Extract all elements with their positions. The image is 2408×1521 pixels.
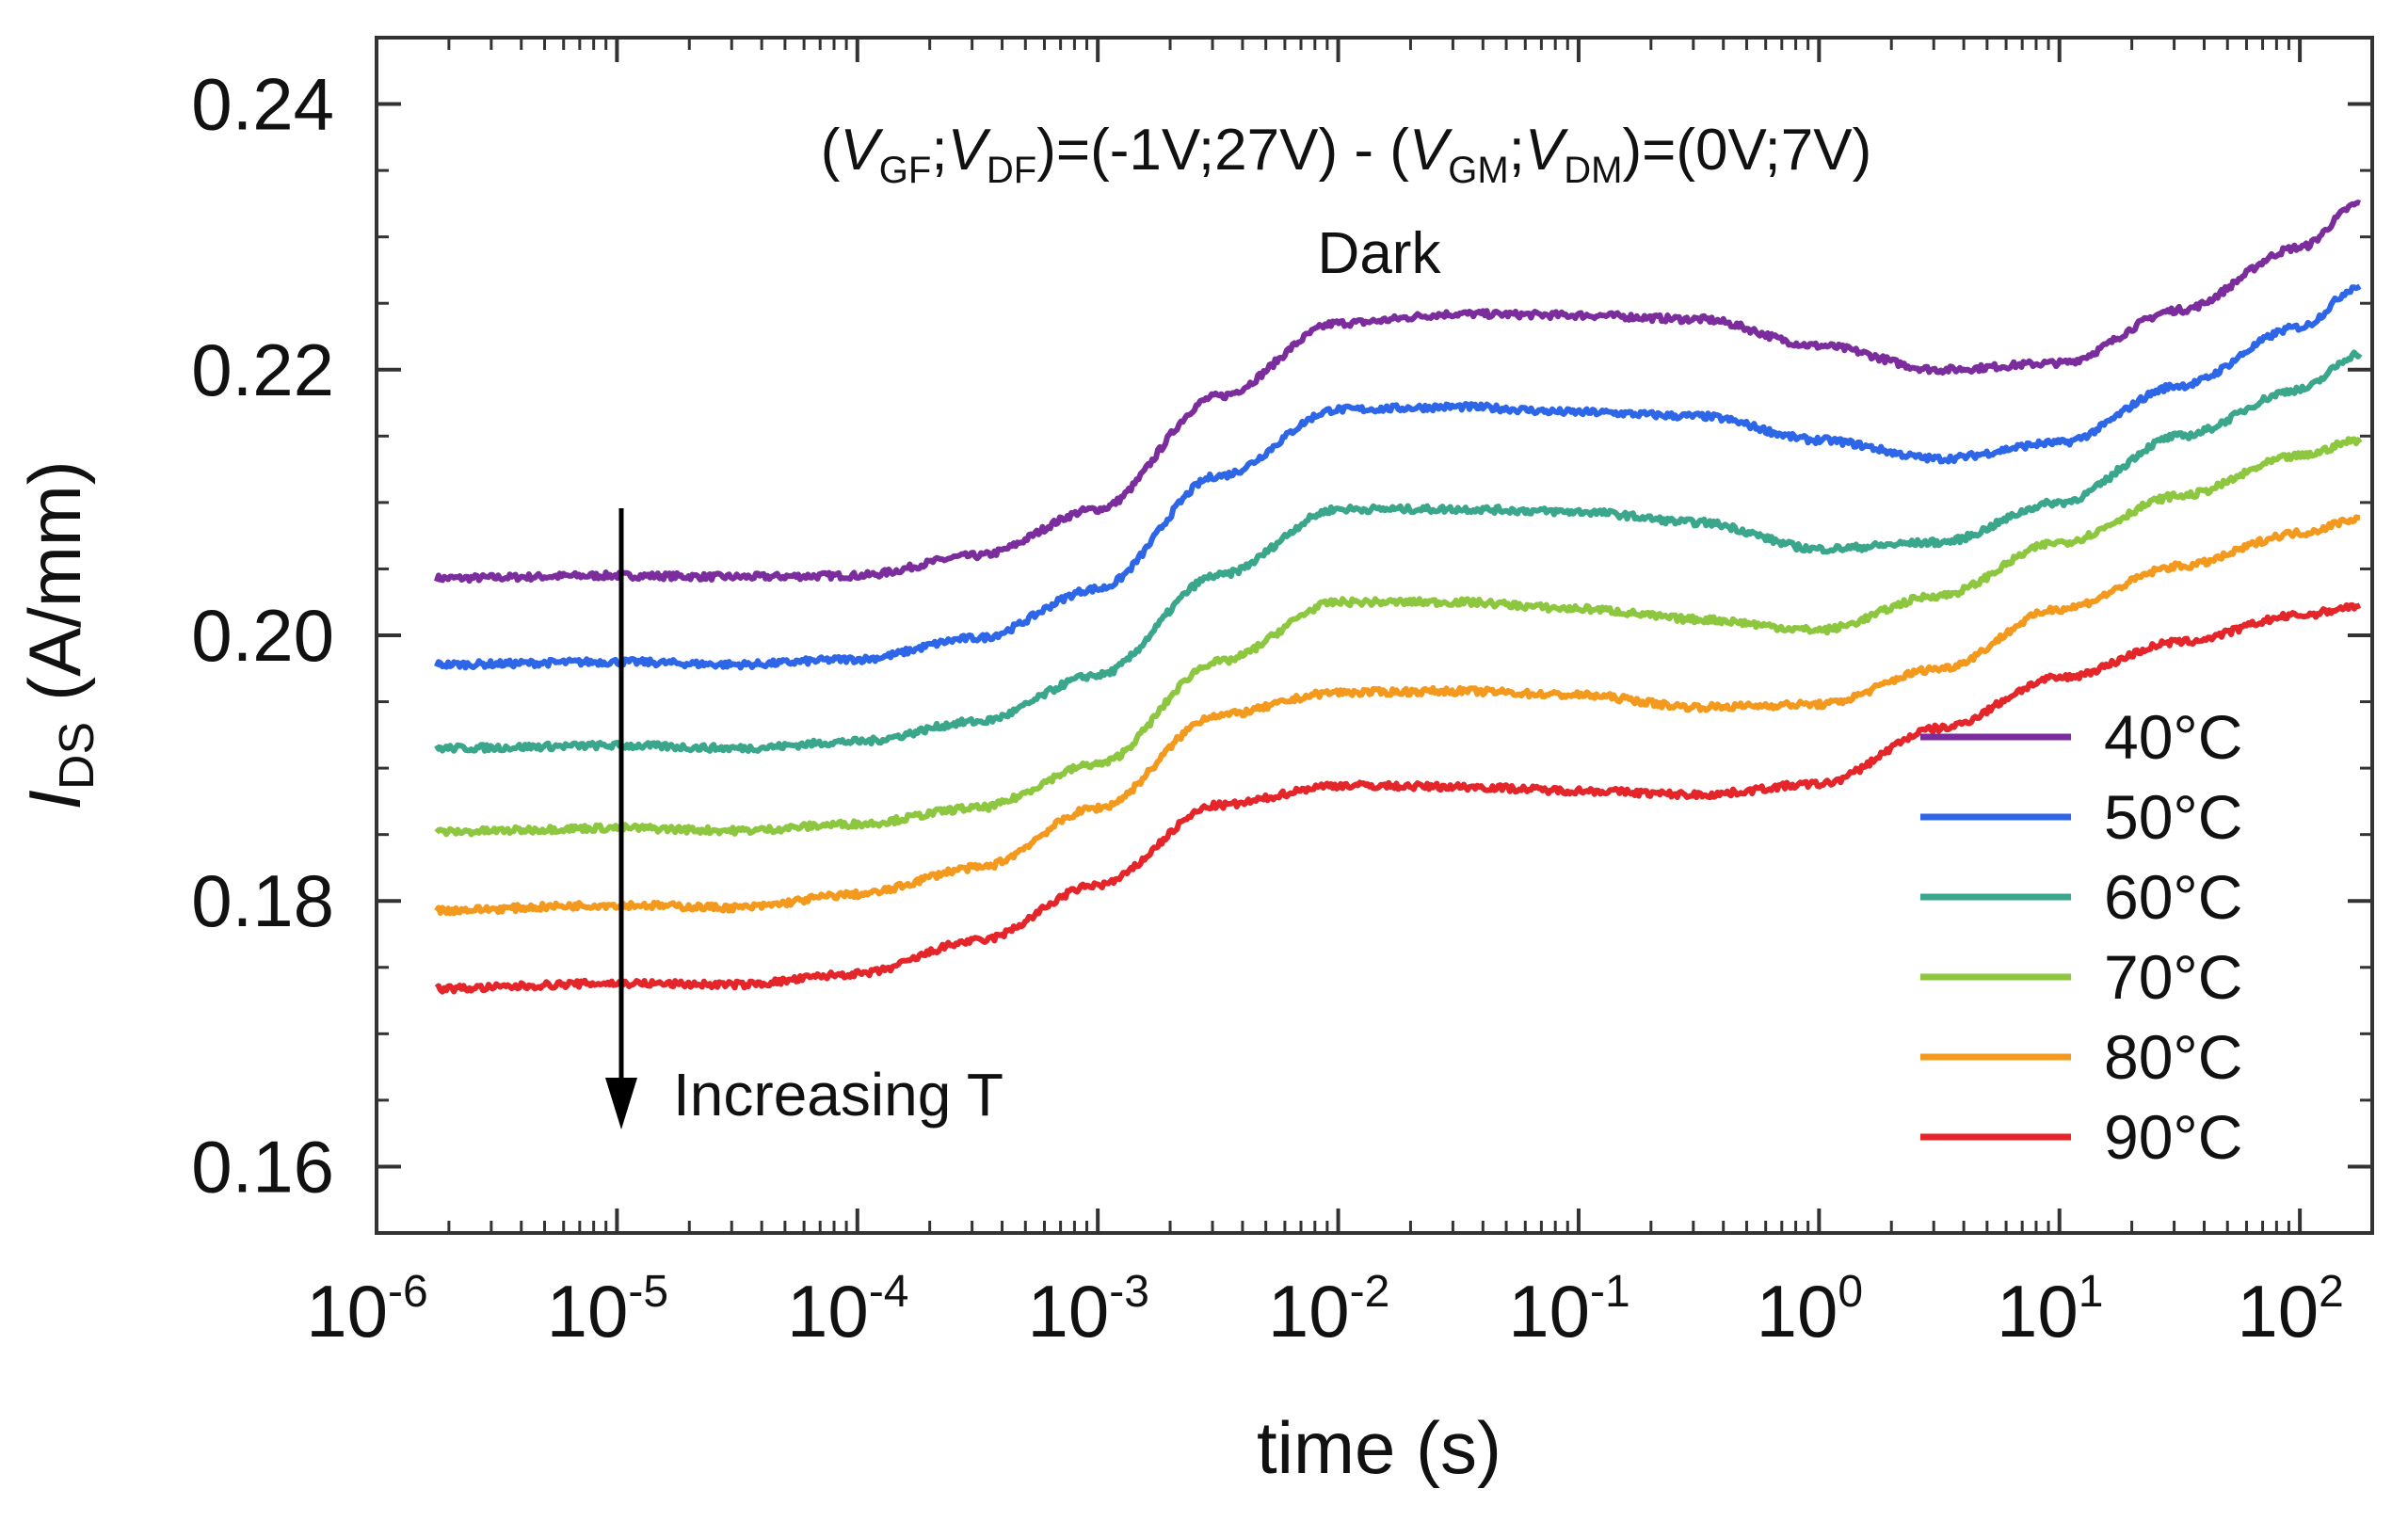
title-sub-df: DF xyxy=(987,150,1036,191)
ticks-layer: 10-6 10-5 10-4 10-3 10-2 10-1 100 101 102 0.16 0.1… xyxy=(191,38,2374,1353)
x-tick-label: 10-2 xyxy=(1268,1267,1389,1353)
legend-label: 70°C xyxy=(2104,942,2242,1012)
title-v-gf: V xyxy=(840,118,884,183)
y-tick-label: 0.22 xyxy=(191,328,334,411)
y-tick-label: 0.20 xyxy=(191,594,334,677)
x-tick-label: 102 xyxy=(2237,1267,2343,1353)
legend-label: 50°C xyxy=(2104,782,2242,852)
y-tick-label: 0.16 xyxy=(191,1125,334,1208)
chart-subtitle: Dark xyxy=(1318,221,1442,286)
title-sep-2: ; xyxy=(1509,118,1525,183)
legend: 40°C 50°C 60°C 70°C 80°C 90°C xyxy=(1920,702,2242,1172)
y-axis-title-sub: DS xyxy=(50,722,104,790)
x-tick-label: 10-5 xyxy=(547,1267,668,1353)
series-line-70c xyxy=(434,436,2363,838)
series-line-80c xyxy=(434,514,2361,917)
title-v-gm: V xyxy=(1409,118,1453,183)
series-line-90c xyxy=(434,601,2362,995)
series-line-40c xyxy=(433,200,2361,584)
title-sub-gm: GM xyxy=(1448,150,1508,191)
chart-title: (VGF;VDF)=(-1V;27V) - (VGM;VDM)=(0V;7V) xyxy=(821,118,1871,191)
legend-label: 80°C xyxy=(2104,1022,2242,1092)
x-tick-label: 10-4 xyxy=(787,1267,908,1353)
series-layer xyxy=(433,200,2363,995)
legend-label: 60°C xyxy=(2104,862,2242,932)
title-mid: )=(-1V;27V) - ( xyxy=(1036,118,1409,183)
title-v-df: V xyxy=(948,118,992,183)
title-sub-dm: DM xyxy=(1564,150,1622,191)
series-line-60c xyxy=(434,349,2363,754)
y-tick-label: 0.24 xyxy=(191,63,334,146)
legend-label: 90°C xyxy=(2104,1102,2242,1172)
title-close: )=(0V;7V) xyxy=(1622,118,1871,183)
increasing-t-arrow-head xyxy=(605,1078,637,1129)
y-axis-title: IDS (A/mm) xyxy=(13,460,104,810)
x-tick-label: 100 xyxy=(1757,1267,1863,1353)
x-axis-title: time (s) xyxy=(1257,1406,1501,1489)
y-axis-title-unit: (A/mm) xyxy=(13,460,96,701)
series-line-50c xyxy=(434,283,2362,671)
increasing-t-label: Increasing T xyxy=(673,1061,1003,1129)
x-tick-label: 10-1 xyxy=(1508,1267,1629,1353)
title-v-dm: V xyxy=(1525,118,1569,183)
x-tick-label: 10-6 xyxy=(306,1267,427,1353)
x-tick-label: 10-3 xyxy=(1027,1267,1148,1353)
title-open: ( xyxy=(821,118,841,183)
title-sub-gf: GF xyxy=(879,150,932,191)
title-sep-1: ; xyxy=(931,118,947,183)
legend-label: 40°C xyxy=(2104,702,2242,772)
x-tick-label: 101 xyxy=(1997,1267,2103,1353)
y-tick-label: 0.18 xyxy=(191,859,334,942)
y-axis-title-main: I xyxy=(13,790,96,810)
